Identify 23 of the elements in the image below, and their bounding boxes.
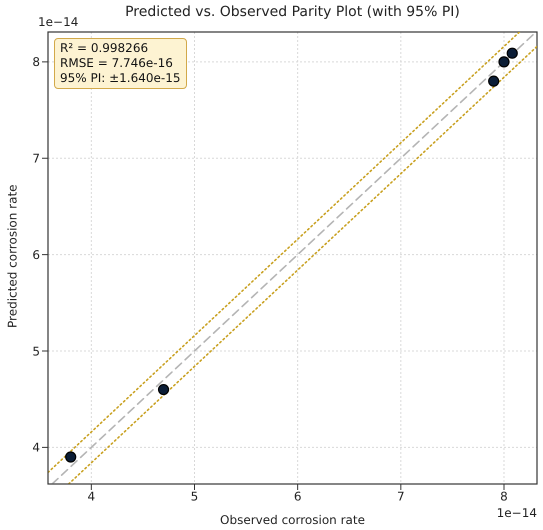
y-tick-label: 5: [32, 344, 40, 358]
y-tick-label: 8: [32, 55, 40, 70]
x-tick-label: 6: [294, 490, 302, 504]
annotation: 95% PI: ±1.640e-15: [60, 71, 181, 86]
x-tick-label: 8: [500, 490, 508, 504]
y-axis-title: Predicted corrosion rate: [5, 184, 20, 328]
y-tick-label: 4: [32, 440, 40, 455]
text: 1e−14: [38, 15, 78, 29]
point: [488, 76, 500, 87]
point: [506, 48, 518, 59]
x-axis-title: Observed corrosion rate: [220, 513, 365, 527]
x-tick-label: 4: [88, 490, 96, 504]
point: [65, 451, 76, 463]
annotation: R² = 0.998266: [60, 41, 150, 56]
y-tick-label: 6: [32, 248, 40, 262]
chart-title: Predicted vs. Observed Parity Plot (with 95% PI): [125, 4, 460, 20]
x-tick-label: 7: [397, 490, 405, 504]
point: [498, 56, 510, 68]
point: [158, 384, 170, 396]
y-tick-label: 7: [32, 152, 40, 166]
annotation: RMSE = 7.746e-16: [60, 56, 174, 71]
text: 1e−14: [496, 506, 537, 520]
x-tick-label: 5: [190, 490, 198, 504]
